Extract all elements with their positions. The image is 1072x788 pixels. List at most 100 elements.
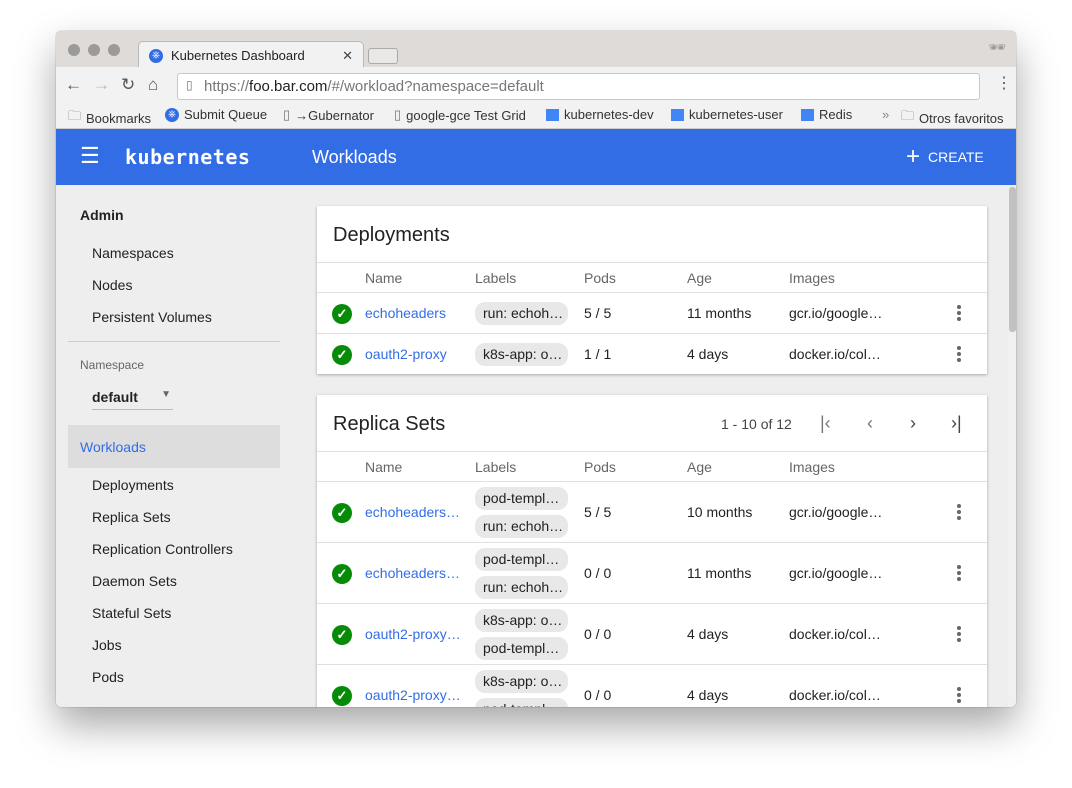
home-icon[interactable]: ⌂ xyxy=(148,75,159,94)
sidebar-item-namespaces[interactable]: Namespaces xyxy=(92,245,174,261)
bookmark-item[interactable]: kubernetes-dev xyxy=(546,107,654,122)
table-header: Name Labels Pods Age Images xyxy=(317,262,987,292)
bookmark-folder[interactable]: 🗀 Bookmarks xyxy=(68,107,151,129)
more-actions-icon[interactable] xyxy=(957,564,961,583)
bookmarks-overflow[interactable]: » xyxy=(882,107,890,122)
table-row: ✓ oauth2-proxy k8s-app: o… 1 / 1 4 days do… xyxy=(317,333,987,374)
kubernetes-icon: ⎈ xyxy=(149,48,163,63)
more-actions-icon[interactable] xyxy=(957,503,961,522)
column-pods: Pods xyxy=(584,270,616,286)
sidebar-item-replication-controllers[interactable]: Replication Controllers xyxy=(92,541,233,557)
plus-icon: + xyxy=(906,143,921,170)
pods-count: 5 / 5 xyxy=(584,304,612,321)
browser-window: ⎈ Kubernetes Dashboard ✕ 🕶 ← → ↻ ⌂ ▯ htt… xyxy=(56,31,1016,707)
sidebar-item-jobs[interactable]: Jobs xyxy=(92,637,122,653)
sidebar-item-stateful-sets[interactable]: Stateful Sets xyxy=(92,605,172,621)
images: docker.io/col… xyxy=(789,345,881,362)
column-age[interactable]: Age xyxy=(687,270,712,286)
sidebar-admin[interactable]: Admin xyxy=(80,207,124,223)
resource-name-link[interactable]: echoheaders… xyxy=(365,564,460,581)
other-bookmarks[interactable]: 🗀 Otros favoritos xyxy=(901,107,1004,129)
bookmark-item[interactable]: ▯ →Gubernator xyxy=(283,107,374,123)
page-icon: ▯ xyxy=(186,78,193,92)
images: gcr.io/google… xyxy=(789,503,883,520)
deployments-card: Deployments Name Labels Pods Age Images … xyxy=(317,206,987,374)
column-name[interactable]: Name xyxy=(365,270,403,286)
sidebar-item-daemon-sets[interactable]: Daemon Sets xyxy=(92,573,177,589)
sidebar-item-persistent-volumes[interactable]: Persistent Volumes xyxy=(92,309,212,325)
page-icon: ▯ xyxy=(394,107,402,122)
bookmark-item[interactable]: kubernetes-user xyxy=(671,107,783,122)
sidebar-item-deployments[interactable]: Deployments xyxy=(92,477,174,493)
column-name[interactable]: Name xyxy=(365,459,403,475)
resource-name-link[interactable]: oauth2-proxy… xyxy=(365,686,461,703)
next-page-icon[interactable]: › xyxy=(910,413,916,433)
status-ok-icon: ✓ xyxy=(332,502,352,523)
url-host: foo.bar.com xyxy=(249,78,328,95)
reload-icon[interactable]: ↻ xyxy=(121,75,136,94)
status-ok-icon: ✓ xyxy=(332,344,352,365)
sidebar-item-workloads[interactable]: Workloads xyxy=(68,425,280,468)
namespace-select[interactable]: default ▼ xyxy=(92,380,173,410)
resource-name-link[interactable]: oauth2-proxy… xyxy=(365,625,461,642)
more-actions-icon[interactable] xyxy=(957,304,961,323)
resource-name-link[interactable]: echoheaders xyxy=(365,304,446,321)
table-row: ✓ echoheaders… pod-templ… run: echoh… 0 / 0… xyxy=(317,542,987,603)
new-tab-button[interactable] xyxy=(368,48,398,64)
resource-name-link[interactable]: oauth2-proxy xyxy=(365,345,447,362)
sidebar: Admin Namespaces Nodes Persistent Volume… xyxy=(56,185,300,707)
label-chip: k8s-app: o… xyxy=(475,609,568,632)
kubernetes-icon: ⎈ xyxy=(165,107,179,122)
main-content: Deployments Name Labels Pods Age Images … xyxy=(300,185,1008,707)
column-age[interactable]: Age xyxy=(687,459,712,475)
bookmark-item[interactable]: ▯ google-gce Test Grid xyxy=(394,107,526,123)
incognito-icon: 🕶 xyxy=(988,39,1006,55)
dropdown-arrow-icon: ▼ xyxy=(161,389,171,400)
age: 10 months xyxy=(687,503,753,520)
card-title: Deployments xyxy=(333,224,450,246)
more-actions-icon[interactable] xyxy=(957,625,961,644)
address-bar[interactable]: ▯ https://foo.bar.com/#/workload?namespa… xyxy=(177,73,980,100)
group-icon xyxy=(671,108,684,121)
table-header: Name Labels Pods Age Images xyxy=(317,451,987,481)
create-label: CREATE xyxy=(928,149,984,165)
bookmark-item[interactable]: Redis xyxy=(801,107,852,122)
bookmark-label: Bookmarks xyxy=(86,110,152,126)
table-row: ✓ oauth2-proxy… k8s-app: o… pod-templ… 0 / … xyxy=(317,603,987,664)
bookmark-item[interactable]: ⎈ Submit Queue xyxy=(165,107,267,122)
back-icon[interactable]: ← xyxy=(65,75,82,94)
status-ok-icon: ✓ xyxy=(332,303,352,324)
column-images: Images xyxy=(789,270,835,286)
forward-icon[interactable]: → xyxy=(93,75,110,94)
first-page-icon[interactable]: |‹ xyxy=(820,413,831,433)
sidebar-item-replica-sets[interactable]: Replica Sets xyxy=(92,509,171,525)
menu-icon[interactable]: ☰ xyxy=(80,143,100,168)
pods-count: 0 / 0 xyxy=(584,625,612,642)
create-button[interactable]: + CREATE xyxy=(906,143,984,171)
sidebar-item-nodes[interactable]: Nodes xyxy=(92,277,133,293)
bookmark-label: google-gce Test Grid xyxy=(406,107,526,123)
table-row: ✓ echoheaders run: echoh… 5 / 5 11 months … xyxy=(317,292,987,333)
last-page-icon[interactable]: ›| xyxy=(951,413,962,433)
pods-count: 5 / 5 xyxy=(584,503,612,520)
close-tab-icon[interactable]: ✕ xyxy=(342,47,353,63)
status-ok-icon: ✓ xyxy=(332,563,352,584)
column-labels: Labels xyxy=(475,270,517,286)
resource-name-link[interactable]: echoheaders… xyxy=(365,503,460,520)
status-ok-icon: ✓ xyxy=(332,624,352,645)
previous-page-icon[interactable]: ‹ xyxy=(867,413,873,433)
more-actions-icon[interactable] xyxy=(957,686,961,705)
scrollbar[interactable] xyxy=(1008,185,1016,707)
more-actions-icon[interactable] xyxy=(957,345,961,364)
bookmark-label: Otros favoritos xyxy=(919,110,1004,126)
minimize-window-button[interactable] xyxy=(88,44,100,56)
close-window-button[interactable] xyxy=(68,44,80,56)
brand[interactable]: kubernetes xyxy=(125,145,251,169)
scrollbar-thumb[interactable] xyxy=(1009,187,1016,332)
sidebar-item-pods[interactable]: Pods xyxy=(92,669,124,685)
age: 4 days xyxy=(687,625,729,642)
browser-menu-icon[interactable]: ⋮ xyxy=(996,75,1012,92)
maximize-window-button[interactable] xyxy=(108,44,120,56)
namespace-value: default xyxy=(92,389,138,405)
browser-tab[interactable]: ⎈ Kubernetes Dashboard ✕ xyxy=(138,41,364,69)
